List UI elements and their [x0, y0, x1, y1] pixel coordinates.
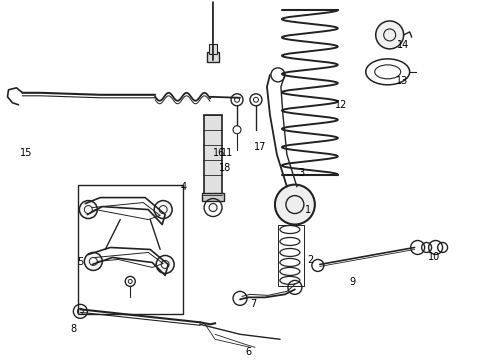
Text: 14: 14 — [397, 40, 409, 50]
Circle shape — [154, 201, 172, 219]
Text: 5: 5 — [77, 257, 84, 267]
Text: 12: 12 — [335, 100, 347, 110]
Text: 2: 2 — [307, 256, 313, 265]
Bar — [209, 44, 217, 54]
Circle shape — [376, 21, 404, 49]
Text: 15: 15 — [20, 148, 32, 158]
Text: 9: 9 — [350, 278, 356, 287]
Bar — [202, 193, 224, 201]
Bar — [78, 185, 183, 314]
Bar — [278, 225, 304, 287]
Circle shape — [156, 256, 174, 274]
Bar — [207, 52, 219, 62]
Text: 1: 1 — [305, 204, 311, 215]
Bar — [204, 115, 222, 195]
Text: 10: 10 — [428, 252, 440, 262]
Text: 16: 16 — [213, 148, 225, 158]
Circle shape — [79, 201, 98, 219]
Circle shape — [84, 252, 102, 270]
Text: 11: 11 — [221, 148, 233, 158]
Text: 8: 8 — [71, 324, 76, 334]
Text: 6: 6 — [245, 347, 251, 357]
Circle shape — [275, 185, 315, 225]
Text: 7: 7 — [250, 300, 256, 309]
Text: 17: 17 — [254, 142, 267, 152]
Text: 18: 18 — [219, 163, 231, 173]
Text: 13: 13 — [396, 76, 408, 86]
Text: 4: 4 — [180, 181, 186, 192]
Text: 3: 3 — [298, 168, 304, 177]
